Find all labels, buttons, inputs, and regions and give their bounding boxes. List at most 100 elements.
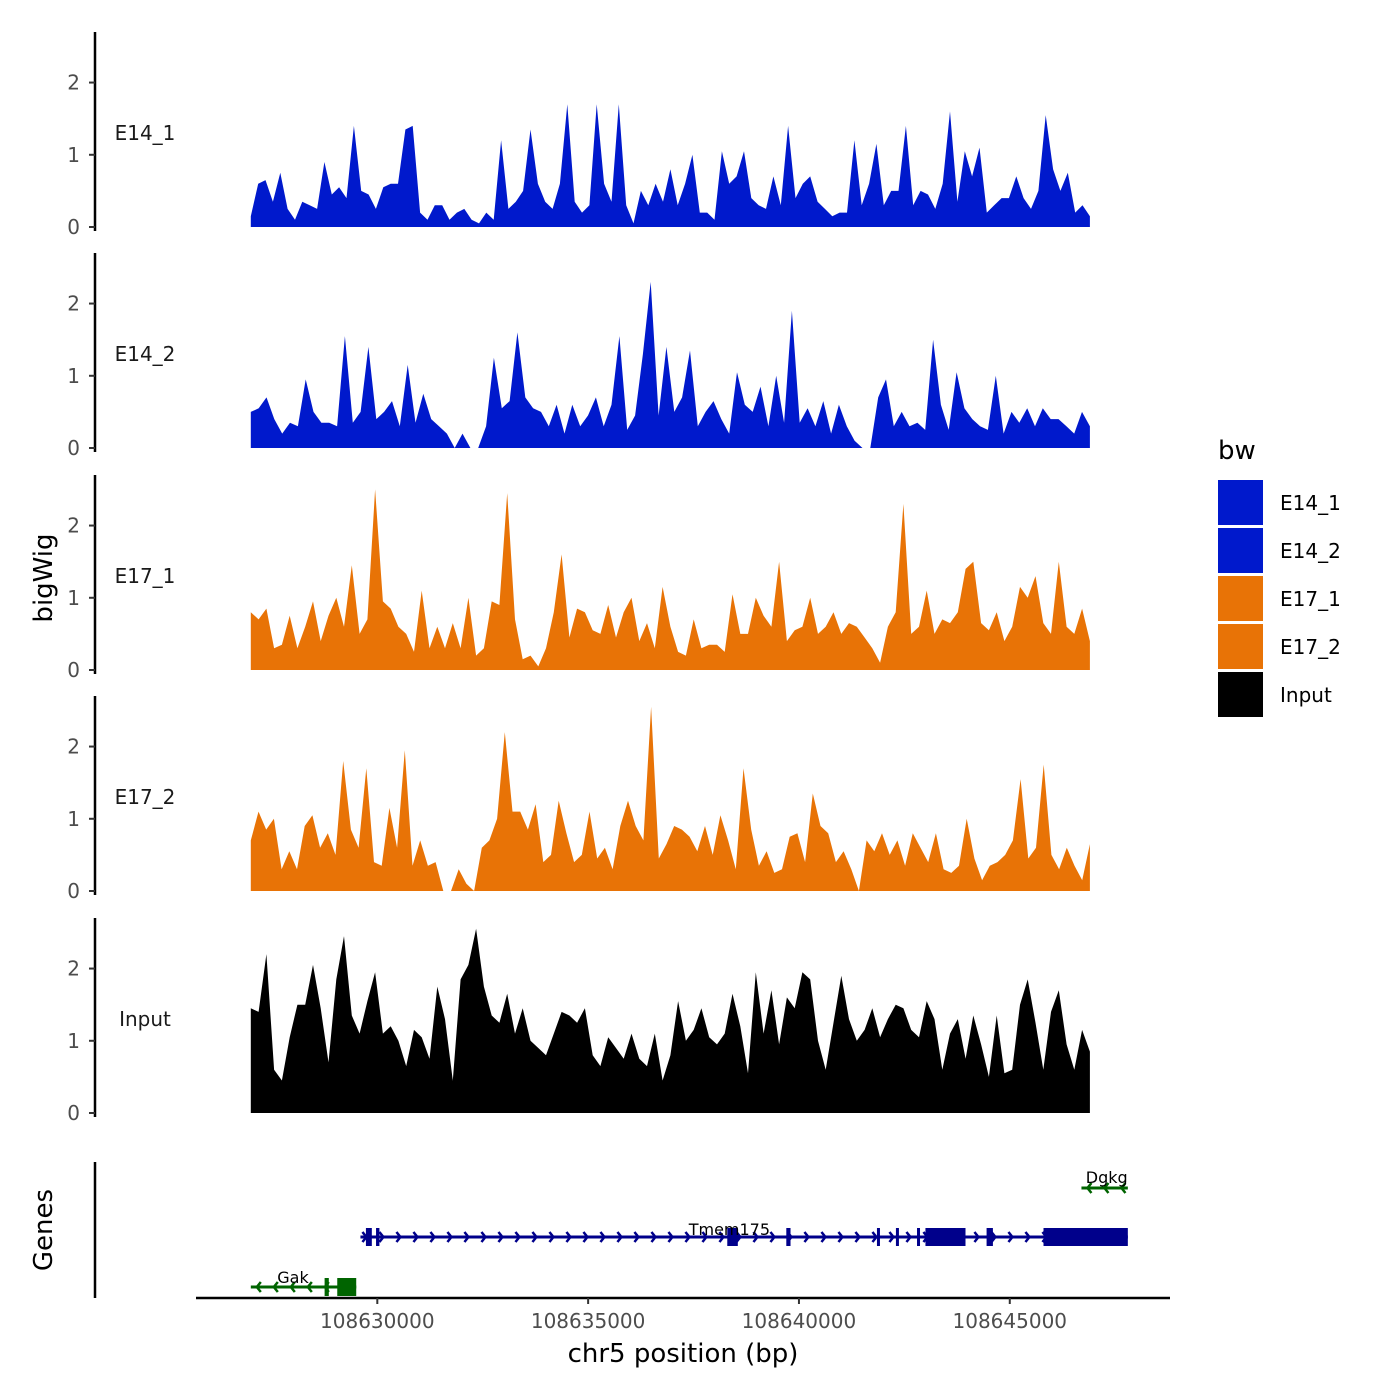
gene-exon-Tmem175-8	[986, 1228, 993, 1246]
y-tick-label-Input-0: 0	[67, 1101, 80, 1125]
y-tick-label-E14_2-2: 2	[67, 292, 80, 316]
gene-chevron-Tmem175-10	[531, 1231, 539, 1243]
x-tick-label-0: 108630000	[320, 1309, 435, 1333]
track-E17_2: 0 1 2 E17_2	[67, 696, 1090, 903]
gene-chevron-Dgkg-0	[1085, 1182, 1093, 1194]
area-Input	[250, 928, 1090, 1113]
gene-chevron-Tmem175-17	[650, 1231, 658, 1243]
y-tick-label-E17_2-2: 2	[67, 735, 80, 759]
gene-label-Gak: Gak	[277, 1268, 309, 1287]
gene-chevron-Tmem175-13	[582, 1231, 590, 1243]
y-tick-label-E14_2-0: 0	[67, 436, 80, 460]
track-label-E17_2: E17_2	[115, 785, 176, 809]
gene-chevron-Tmem175-7	[480, 1231, 488, 1243]
gene-chevron-Dgkg-2	[1119, 1182, 1127, 1194]
gene-chevron-Tmem175-14	[599, 1231, 607, 1243]
gene-Tmem175: Tmem175	[360, 1220, 1128, 1246]
genes-axis-title: Genes	[29, 1189, 59, 1271]
legend-swatch-E14_2	[1218, 528, 1263, 573]
gene-chevron-Gak-1	[272, 1281, 279, 1293]
legend-label-E17_1: E17_1	[1280, 587, 1341, 611]
legend-label-Input: Input	[1280, 683, 1332, 707]
legend-swatch-E17_1	[1218, 576, 1263, 621]
y-tick-label-E17_1-2: 2	[67, 514, 80, 538]
legend-swatch-E14_1	[1218, 480, 1263, 525]
gene-chevron-Tmem175-36	[973, 1231, 981, 1243]
y-tick-label-E17_1-1: 1	[67, 586, 80, 610]
legend-swatch-Input	[1218, 672, 1263, 717]
gene-chevron-Tmem175-23	[752, 1231, 760, 1243]
gene-exon-Tmem175-6	[917, 1228, 921, 1246]
gene-chevron-Tmem175-5	[446, 1231, 454, 1243]
gene-chevron-Tmem175-15	[616, 1231, 624, 1243]
track-E14_1: 0 1 2 E14_1	[67, 32, 1090, 239]
gene-label-Dgkg: Dgkg	[1086, 1168, 1128, 1187]
gene-chevron-Tmem175-30	[871, 1231, 879, 1243]
gene-chevron-Tmem175-21	[718, 1231, 726, 1243]
legend: bw E14_1 E14_2 E17_1 E17_2 Input	[1218, 436, 1341, 717]
gene-chevron-Tmem175-27	[820, 1231, 828, 1243]
legend-label-E14_2: E14_2	[1280, 539, 1341, 563]
gene-Dgkg: Dgkg	[1081, 1168, 1128, 1194]
gene-chevron-Tmem175-39	[1024, 1231, 1032, 1243]
gene-chevron-Tmem175-28	[837, 1231, 845, 1243]
gene-chevron-Tmem175-1	[378, 1231, 386, 1243]
y-tick-label-E14_1-2: 2	[67, 71, 80, 95]
gene-chevron-Tmem175-18	[667, 1231, 675, 1243]
area-E14_1	[250, 104, 1090, 227]
gene-chevron-Tmem175-9	[514, 1231, 522, 1243]
gene-chevron-Tmem175-8	[497, 1231, 505, 1243]
gene-chevron-Tmem175-31	[888, 1231, 896, 1243]
gene-chevron-Tmem175-26	[803, 1231, 811, 1243]
x-axis-title: chr5 position (bp)	[568, 1339, 799, 1369]
gene-label-Tmem175: Tmem175	[688, 1220, 770, 1239]
gene-chevron-Tmem175-20	[701, 1231, 709, 1243]
track-E14_2: 0 1 2 E14_2	[67, 253, 1090, 460]
gene-chevron-Gak-0	[255, 1281, 262, 1293]
x-tick-label-2: 108640000	[742, 1309, 857, 1333]
track-E17_1: 0 1 2 E17_1	[67, 475, 1090, 682]
gene-chevron-Dgkg-1	[1102, 1182, 1110, 1194]
gene-chevron-Tmem175-24	[769, 1231, 777, 1243]
y-axis-title: bigWig	[29, 533, 59, 622]
gene-chevron-Tmem175-32	[905, 1231, 913, 1243]
area-E14_2	[250, 281, 1090, 448]
gene-chevron-Tmem175-19	[684, 1231, 692, 1243]
gene-exon-Gak-1	[337, 1278, 357, 1296]
gene-exon-Tmem175-1	[376, 1228, 380, 1246]
area-E17_1	[250, 489, 1090, 670]
legend-label-E14_1: E14_1	[1280, 491, 1341, 515]
track-Input: 0 1 2 Input	[67, 918, 1090, 1125]
genes-group: Dgkg Tmem175 Gak	[93, 1162, 1128, 1298]
gene-exon-Tmem175-5	[895, 1228, 899, 1246]
gene-chevron-Tmem175-2	[395, 1231, 403, 1243]
y-tick-label-E17_2-0: 0	[67, 879, 80, 903]
gene-Gak: Gak	[250, 1268, 357, 1296]
legend-label-E17_2: E17_2	[1280, 635, 1341, 659]
gene-chevron-Tmem175-12	[565, 1231, 573, 1243]
gene-chevron-Tmem175-6	[463, 1231, 471, 1243]
y-tick-label-Input-2: 2	[67, 957, 80, 981]
gene-exon-Tmem175-9	[1043, 1228, 1128, 1246]
gene-chevron-Tmem175-16	[633, 1231, 641, 1243]
legend-swatch-E17_2	[1218, 624, 1263, 669]
gene-chevron-Gak-2	[289, 1281, 296, 1293]
track-label-E14_1: E14_1	[115, 121, 176, 145]
gene-exon-Tmem175-0	[365, 1228, 372, 1246]
gene-exon-Tmem175-4	[876, 1228, 880, 1246]
gene-exon-Gak-0	[324, 1278, 329, 1296]
y-tick-label-Input-1: 1	[67, 1029, 80, 1053]
gene-chevron-Gak-3	[306, 1281, 313, 1293]
gene-chevron-Tmem175-11	[548, 1231, 556, 1243]
gene-chevron-Tmem175-4	[429, 1231, 437, 1243]
y-tick-label-E14_1-0: 0	[67, 215, 80, 239]
track-label-E17_1: E17_1	[115, 564, 176, 588]
x-axis: 108630000 108635000 108640000 108645000	[196, 1296, 1170, 1333]
y-tick-label-E14_1-1: 1	[67, 143, 80, 167]
gene-chevron-Tmem175-3	[412, 1231, 420, 1243]
gene-exon-Tmem175-3	[786, 1228, 791, 1246]
gene-exon-Tmem175-7	[925, 1228, 966, 1246]
gene-chevron-Tmem175-38	[1007, 1231, 1015, 1243]
y-tick-label-E17_1-0: 0	[67, 658, 80, 682]
